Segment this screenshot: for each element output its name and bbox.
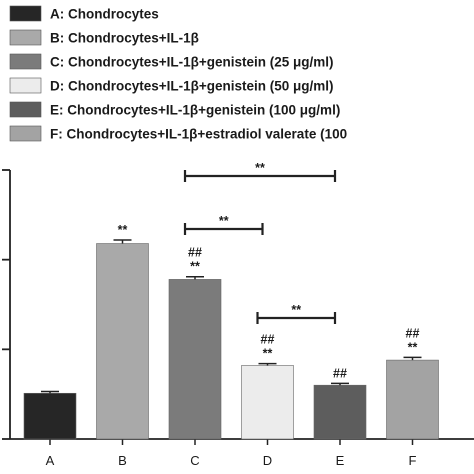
error-bar-d [258,362,277,366]
legend-swatch-b [9,29,42,46]
error-bar-c [186,275,204,280]
bars [23,239,439,440]
significance-annotations: **##**##**####******** [118,161,420,380]
bar-e [313,384,367,440]
comparison-label-d-e: ** [291,303,301,317]
legend-label-c: C: Chondrocytes+IL-1β+genistein (25 μg/m… [50,55,334,70]
significance-mark-d: ## [261,333,275,347]
significance-mark-f: ** [408,340,418,354]
legend-swatch-e [9,101,42,118]
legend-swatch-f [9,125,42,142]
x-tick-label-b: B [118,453,127,468]
comparison-bracket-d-e [256,312,337,324]
bar-a [23,392,77,440]
bar-d [241,365,294,440]
significance-mark-e: ## [333,366,347,380]
comparison-bracket-c-d [183,223,264,235]
legend-label-a: A: Chondrocytes [50,7,159,22]
error-bar-f [403,356,422,361]
comparison-label-c-e: ** [255,161,265,175]
legend-label-e: E: Chondrocytes+IL-1β+genistein (100 μg/… [50,103,340,118]
significance-mark-b: ** [118,223,128,237]
significance-mark-c: ## [188,246,202,260]
bar-b [96,243,149,440]
significance-mark-d: ** [263,347,273,361]
x-tick-label-f: F [409,453,417,468]
legend-label-d: D: Chondrocytes+IL-1β+genistein (50 μg/m… [50,79,334,94]
comparison-label-c-d: ** [219,214,229,228]
bar-c [168,279,222,440]
legend-swatch-d [9,77,42,94]
error-bar-e [331,382,349,386]
x-tick-label-d: D [263,453,272,468]
bar-f [386,359,439,440]
legend-label-f: F: Chondrocytes+IL-1β+estradiol valerate… [50,127,347,142]
legend-swatch-c [9,53,42,70]
legend: A: Chondrocytes B: Chondrocytes+IL-1β C: C… [9,5,347,142]
error-bar-b [113,239,132,244]
significance-mark-c: ** [190,260,200,274]
legend-label-b: B: Chondrocytes+IL-1β [50,31,199,46]
x-tick-label-c: C [190,453,199,468]
x-tick-label-e: E [336,453,345,468]
x-tick-label-a: A [46,453,55,468]
significance-mark-f: ## [406,326,420,340]
error-bar-a [41,390,59,394]
legend-swatch-a [9,5,42,22]
comparison-bracket-c-e [183,170,337,182]
